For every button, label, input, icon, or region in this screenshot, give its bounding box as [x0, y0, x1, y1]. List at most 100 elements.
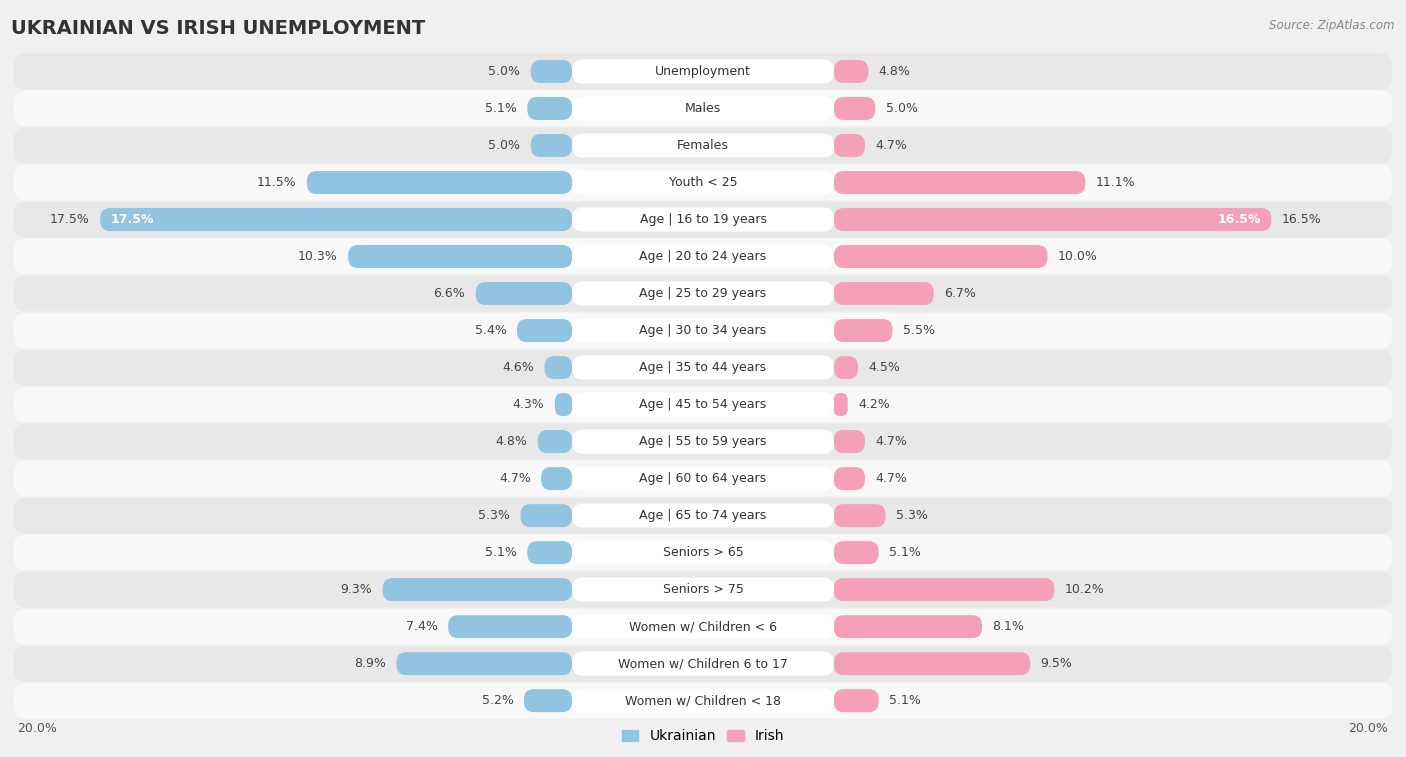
- Text: 4.2%: 4.2%: [858, 398, 890, 411]
- Text: Source: ZipAtlas.com: Source: ZipAtlas.com: [1270, 19, 1395, 32]
- Legend: Ukrainian, Irish: Ukrainian, Irish: [616, 724, 790, 749]
- Text: Age | 65 to 74 years: Age | 65 to 74 years: [640, 509, 766, 522]
- FancyBboxPatch shape: [14, 238, 1392, 274]
- Text: 8.1%: 8.1%: [993, 620, 1024, 633]
- FancyBboxPatch shape: [572, 96, 834, 120]
- Text: 20.0%: 20.0%: [1348, 722, 1389, 735]
- FancyBboxPatch shape: [834, 504, 886, 527]
- FancyBboxPatch shape: [14, 609, 1392, 644]
- FancyBboxPatch shape: [396, 653, 572, 675]
- Text: Age | 60 to 64 years: Age | 60 to 64 years: [640, 472, 766, 485]
- FancyBboxPatch shape: [572, 393, 834, 416]
- Text: 8.9%: 8.9%: [354, 657, 387, 670]
- FancyBboxPatch shape: [14, 535, 1392, 570]
- FancyBboxPatch shape: [382, 578, 572, 601]
- FancyBboxPatch shape: [349, 245, 572, 268]
- FancyBboxPatch shape: [527, 97, 572, 120]
- FancyBboxPatch shape: [572, 170, 834, 195]
- FancyBboxPatch shape: [572, 207, 834, 232]
- FancyBboxPatch shape: [14, 313, 1392, 348]
- Text: Seniors > 65: Seniors > 65: [662, 546, 744, 559]
- Text: 17.5%: 17.5%: [51, 213, 90, 226]
- Text: Women w/ Children < 18: Women w/ Children < 18: [626, 694, 780, 707]
- Text: 4.7%: 4.7%: [875, 472, 907, 485]
- Text: 5.0%: 5.0%: [488, 65, 520, 78]
- FancyBboxPatch shape: [14, 350, 1392, 385]
- FancyBboxPatch shape: [14, 128, 1392, 164]
- FancyBboxPatch shape: [834, 430, 865, 453]
- FancyBboxPatch shape: [572, 60, 834, 83]
- Text: Age | 20 to 24 years: Age | 20 to 24 years: [640, 250, 766, 263]
- FancyBboxPatch shape: [524, 689, 572, 712]
- FancyBboxPatch shape: [14, 202, 1392, 237]
- FancyBboxPatch shape: [572, 466, 834, 491]
- FancyBboxPatch shape: [531, 134, 572, 157]
- Text: 7.4%: 7.4%: [406, 620, 437, 633]
- Text: 4.8%: 4.8%: [879, 65, 911, 78]
- FancyBboxPatch shape: [14, 165, 1392, 201]
- FancyBboxPatch shape: [14, 646, 1392, 681]
- FancyBboxPatch shape: [834, 319, 893, 342]
- FancyBboxPatch shape: [834, 97, 875, 120]
- Text: 5.1%: 5.1%: [889, 546, 921, 559]
- Text: 11.1%: 11.1%: [1095, 176, 1135, 189]
- FancyBboxPatch shape: [14, 461, 1392, 497]
- FancyBboxPatch shape: [572, 540, 834, 565]
- FancyBboxPatch shape: [834, 393, 848, 416]
- Text: Age | 16 to 19 years: Age | 16 to 19 years: [640, 213, 766, 226]
- Text: 5.3%: 5.3%: [896, 509, 928, 522]
- Text: 5.1%: 5.1%: [485, 546, 517, 559]
- Text: Females: Females: [678, 139, 728, 152]
- FancyBboxPatch shape: [572, 245, 834, 269]
- FancyBboxPatch shape: [572, 282, 834, 306]
- Text: Age | 30 to 34 years: Age | 30 to 34 years: [640, 324, 766, 337]
- Text: 5.3%: 5.3%: [478, 509, 510, 522]
- Text: Unemployment: Unemployment: [655, 65, 751, 78]
- Text: 9.3%: 9.3%: [340, 583, 373, 596]
- FancyBboxPatch shape: [572, 133, 834, 157]
- FancyBboxPatch shape: [14, 424, 1392, 459]
- Text: 20.0%: 20.0%: [17, 722, 58, 735]
- FancyBboxPatch shape: [834, 541, 879, 564]
- FancyBboxPatch shape: [14, 276, 1392, 311]
- FancyBboxPatch shape: [572, 429, 834, 453]
- FancyBboxPatch shape: [572, 319, 834, 343]
- FancyBboxPatch shape: [449, 615, 572, 638]
- FancyBboxPatch shape: [527, 541, 572, 564]
- Text: 4.5%: 4.5%: [869, 361, 900, 374]
- FancyBboxPatch shape: [834, 653, 1031, 675]
- FancyBboxPatch shape: [544, 356, 572, 379]
- Text: Age | 45 to 54 years: Age | 45 to 54 years: [640, 398, 766, 411]
- Text: 5.1%: 5.1%: [889, 694, 921, 707]
- Text: 5.1%: 5.1%: [485, 102, 517, 115]
- FancyBboxPatch shape: [14, 91, 1392, 126]
- FancyBboxPatch shape: [834, 689, 879, 712]
- Text: 4.7%: 4.7%: [875, 435, 907, 448]
- Text: Age | 35 to 44 years: Age | 35 to 44 years: [640, 361, 766, 374]
- FancyBboxPatch shape: [834, 60, 869, 83]
- FancyBboxPatch shape: [834, 467, 865, 490]
- Text: 6.7%: 6.7%: [945, 287, 976, 300]
- Text: 10.2%: 10.2%: [1064, 583, 1105, 596]
- Text: 16.5%: 16.5%: [1282, 213, 1322, 226]
- FancyBboxPatch shape: [555, 393, 572, 416]
- FancyBboxPatch shape: [517, 319, 572, 342]
- Text: 5.0%: 5.0%: [886, 102, 918, 115]
- FancyBboxPatch shape: [14, 498, 1392, 534]
- FancyBboxPatch shape: [14, 54, 1392, 89]
- Text: 4.8%: 4.8%: [495, 435, 527, 448]
- Text: 11.5%: 11.5%: [257, 176, 297, 189]
- Text: 9.5%: 9.5%: [1040, 657, 1073, 670]
- FancyBboxPatch shape: [14, 683, 1392, 718]
- Text: 4.7%: 4.7%: [499, 472, 531, 485]
- Text: 5.2%: 5.2%: [482, 694, 513, 707]
- FancyBboxPatch shape: [834, 282, 934, 305]
- FancyBboxPatch shape: [572, 356, 834, 379]
- Text: Women w/ Children < 6: Women w/ Children < 6: [628, 620, 778, 633]
- Text: 6.6%: 6.6%: [433, 287, 465, 300]
- FancyBboxPatch shape: [475, 282, 572, 305]
- FancyBboxPatch shape: [531, 60, 572, 83]
- Text: Seniors > 75: Seniors > 75: [662, 583, 744, 596]
- Text: Age | 25 to 29 years: Age | 25 to 29 years: [640, 287, 766, 300]
- Text: 16.5%: 16.5%: [1218, 213, 1261, 226]
